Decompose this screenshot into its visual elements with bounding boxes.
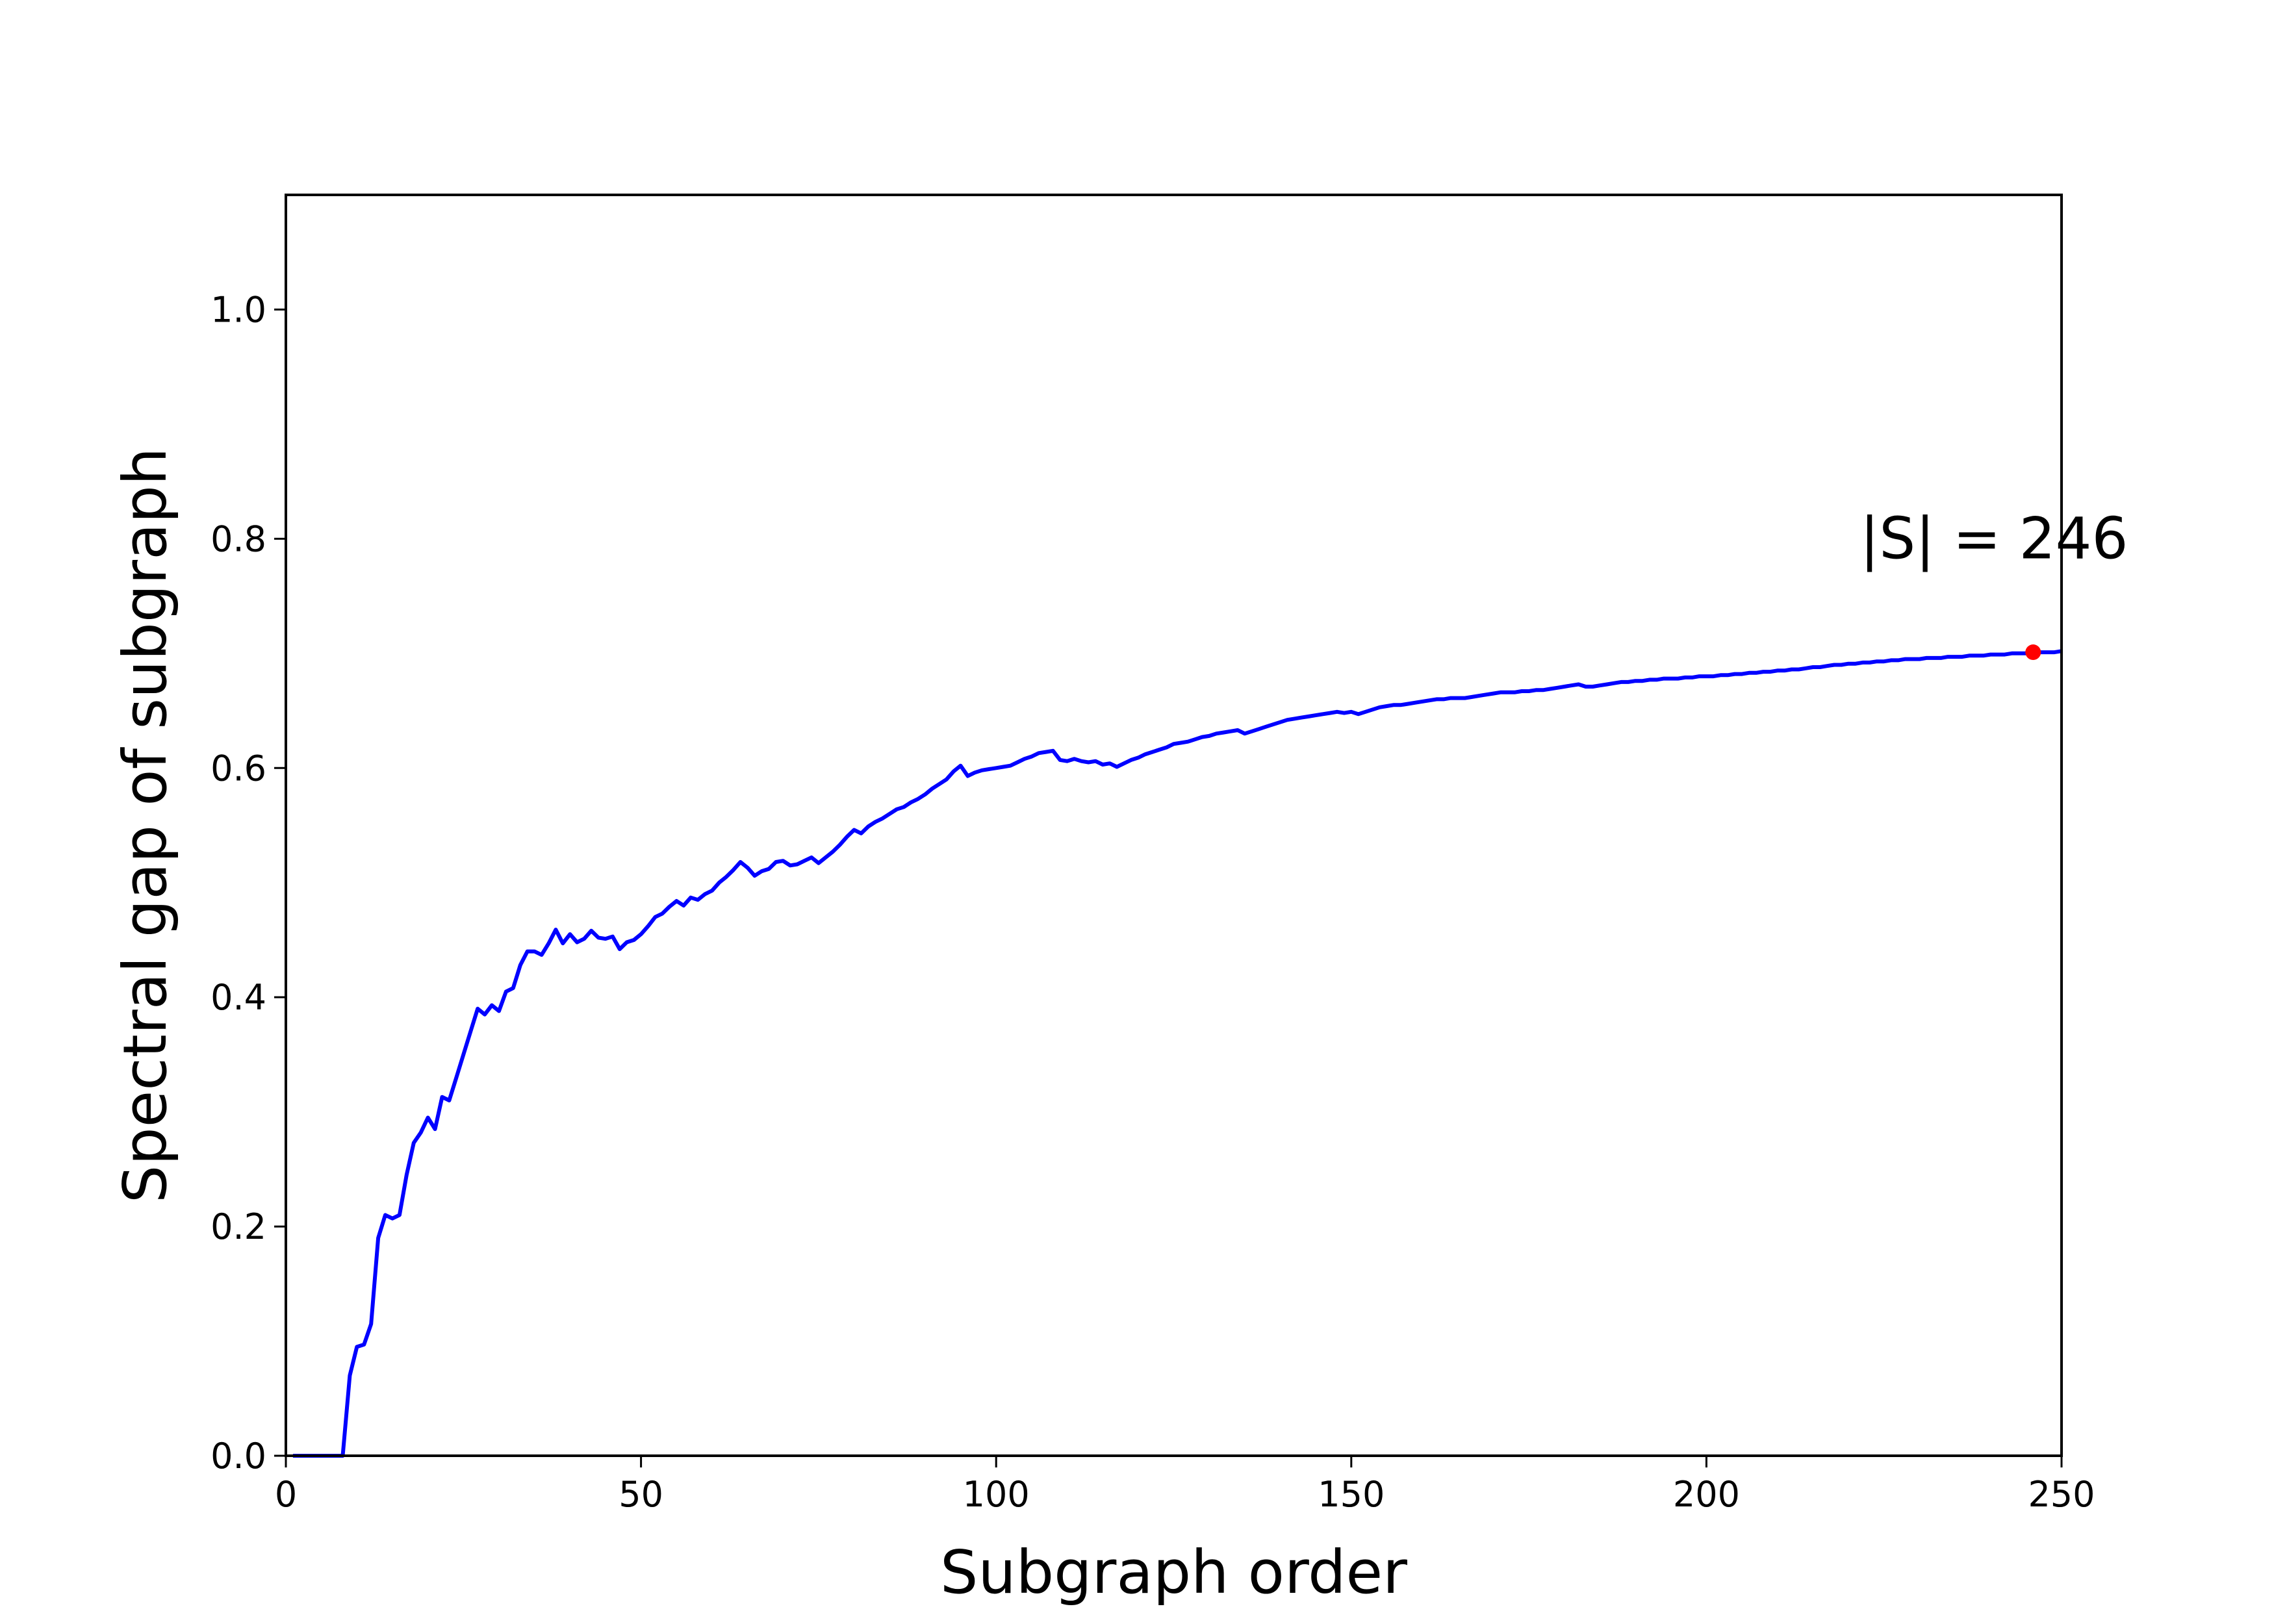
x-tick-label: 150 — [1318, 1474, 1385, 1515]
x-axis-ticks: 0 50 100 150 200 250 — [275, 1456, 2095, 1515]
y-tick-label: 0.4 — [211, 977, 266, 1018]
x-tick-label: 50 — [619, 1474, 663, 1515]
y-axis-ticks: 0.0 0.2 0.4 0.6 0.8 1.0 — [211, 289, 286, 1477]
x-tick-label: 100 — [963, 1474, 1030, 1515]
x-tick-label: 0 — [275, 1474, 297, 1515]
plot-area — [292, 644, 2062, 1458]
y-tick-label: 0.2 — [211, 1206, 266, 1247]
x-axis-title: Subgraph order — [940, 1538, 1407, 1607]
subgraph-size-annotation: |S| = 246 — [1860, 505, 2128, 572]
x-tick-label: 250 — [2028, 1474, 2095, 1515]
y-tick-label: 1.0 — [211, 289, 266, 330]
plot-frame — [285, 194, 2063, 1457]
y-tick-label: 0.8 — [211, 518, 266, 559]
y-tick-label: 0.6 — [211, 748, 266, 789]
y-tick-label: 0.0 — [211, 1436, 266, 1477]
series-line-1 — [292, 649, 2062, 1458]
y-axis-title: Spectral gap of subgraph — [110, 448, 180, 1203]
x-tick-label: 200 — [1673, 1474, 1740, 1515]
highlight-point — [2025, 644, 2041, 661]
